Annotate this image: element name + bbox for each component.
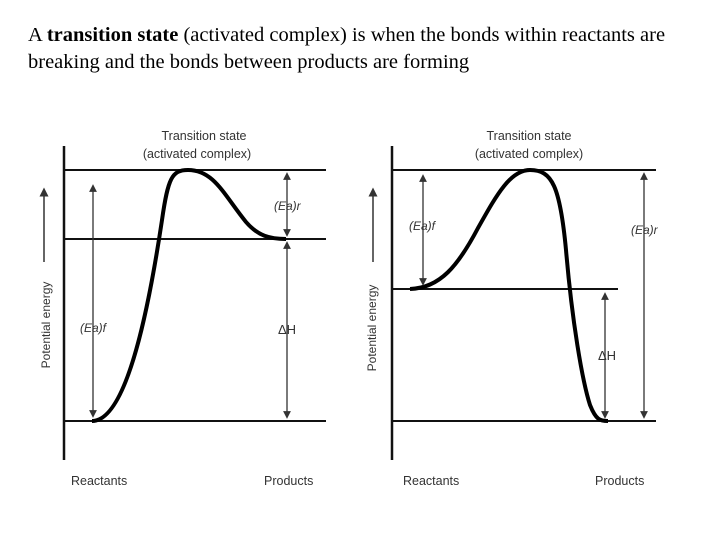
delta-h-label: ΔH	[278, 322, 296, 337]
ea-forward-label: (Ea)f	[409, 219, 437, 233]
caption-prefix: A	[28, 24, 47, 46]
caption: A transition state (activated complex) i…	[28, 22, 708, 76]
reactants-label: Reactants	[403, 474, 459, 488]
y-axis-label: Potential energy	[365, 285, 379, 372]
reactants-label: Reactants	[71, 474, 127, 488]
ea-reverse-label: (Ea)r	[631, 223, 659, 237]
delta-h-label: ΔH	[598, 348, 616, 363]
diagram-endothermic: Transition state (activated complex) Pot…	[365, 129, 659, 488]
activated-complex-label: (activated complex)	[143, 147, 251, 161]
reaction-curve	[409, 167, 609, 423]
reaction-curve	[91, 167, 287, 423]
ea-forward-label: (Ea)f	[80, 321, 108, 335]
diagram-exothermic: Transition state (activated complex) Pot…	[39, 129, 326, 488]
ea-reverse-label: (Ea)r	[274, 199, 302, 213]
products-label: Products	[595, 474, 644, 488]
transition-state-label: Transition state	[487, 129, 572, 143]
activated-complex-label: (activated complex)	[475, 147, 583, 161]
caption-bold-term: transition state	[46, 24, 179, 46]
y-axis-label: Potential energy	[39, 282, 53, 369]
transition-state-label: Transition state	[162, 129, 247, 143]
caption-rest: (activated complex) is when the bonds wi…	[28, 24, 666, 73]
products-label: Products	[264, 474, 313, 488]
